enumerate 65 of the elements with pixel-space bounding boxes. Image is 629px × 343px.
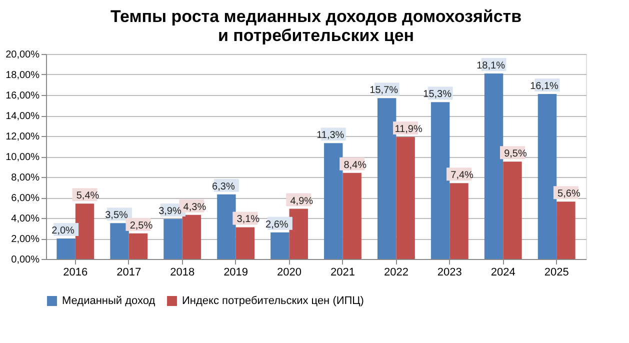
data-label: 18,1% bbox=[476, 60, 506, 72]
data-label: 11,3% bbox=[316, 130, 344, 142]
y-tick-label: 10,00% bbox=[6, 152, 40, 163]
bar bbox=[377, 98, 396, 259]
data-label: 7,4% bbox=[450, 170, 474, 182]
bar bbox=[450, 183, 468, 259]
y-tick-label: 0,00% bbox=[11, 254, 40, 266]
bar bbox=[236, 227, 255, 259]
x-tick-label: 2022 bbox=[384, 266, 408, 278]
data-label: 3,5% bbox=[105, 210, 128, 222]
y-tick-label: 2,00% bbox=[11, 234, 40, 245]
x-tick-label: 2021 bbox=[330, 266, 355, 278]
y-tick-label: 18,00% bbox=[6, 70, 40, 81]
y-tick-label: 14,00% bbox=[6, 111, 40, 122]
bar bbox=[110, 223, 129, 259]
bar bbox=[484, 73, 504, 259]
x-tick-label: 2025 bbox=[544, 266, 569, 278]
y-tick-label: 16,00% bbox=[6, 90, 40, 102]
bar bbox=[430, 102, 450, 259]
y-tick-label: 20,00% bbox=[6, 50, 40, 60]
bar bbox=[324, 143, 343, 259]
data-label: 2,6% bbox=[266, 219, 288, 230]
data-label: 15,3% bbox=[423, 89, 452, 100]
bar bbox=[342, 172, 362, 259]
x-tick-label: 2023 bbox=[437, 266, 462, 278]
bar bbox=[182, 214, 202, 259]
bar bbox=[128, 233, 148, 259]
y-tick-label: 4,00% bbox=[11, 214, 40, 224]
bar bbox=[538, 94, 557, 259]
x-tick-label: 2024 bbox=[490, 266, 516, 278]
legend-label: Медианный доход bbox=[62, 295, 156, 307]
bar bbox=[396, 137, 415, 259]
y-tick-label: 12,00% bbox=[6, 132, 40, 142]
x-tick-label: 2016 bbox=[63, 266, 88, 278]
bar bbox=[75, 204, 94, 259]
bar bbox=[164, 219, 182, 259]
bar bbox=[289, 208, 308, 259]
y-tick-label: 8,00% bbox=[11, 172, 40, 184]
bar bbox=[56, 238, 76, 259]
x-tick-label: 2019 bbox=[224, 266, 248, 278]
data-label: 11,9% bbox=[394, 124, 422, 136]
x-tick-label: 2020 bbox=[277, 266, 302, 278]
data-label: 4,9% bbox=[290, 196, 314, 207]
legend-label: Индекс потребительских цен (ИПЦ) bbox=[182, 295, 364, 307]
data-label: 9,5% bbox=[504, 148, 527, 160]
text: и потребительских цен bbox=[218, 26, 414, 45]
data-label: 16,1% bbox=[530, 80, 559, 92]
bar bbox=[270, 232, 290, 259]
x-tick-label: 2018 bbox=[170, 266, 195, 278]
data-label: 3,9% bbox=[158, 206, 182, 218]
data-label: 5,6% bbox=[558, 188, 580, 200]
data-label: 15,7% bbox=[370, 85, 398, 96]
data-label: 4,3% bbox=[183, 202, 206, 213]
bar bbox=[217, 194, 236, 259]
data-label: 5,4% bbox=[76, 190, 100, 202]
bar bbox=[556, 202, 576, 259]
data-label: 3,1% bbox=[236, 214, 260, 226]
data-label: 8,4% bbox=[344, 160, 367, 171]
x-tick-label: 2017 bbox=[116, 266, 142, 278]
y-tick-label: 6,00% bbox=[11, 193, 40, 204]
text: Темпы роста медианных доходов домохозяйств bbox=[110, 7, 522, 26]
data-label: 6,3% bbox=[212, 181, 235, 192]
data-label: 2,5% bbox=[130, 220, 153, 232]
data-label: 2,0% bbox=[52, 226, 75, 236]
bar bbox=[503, 162, 522, 259]
